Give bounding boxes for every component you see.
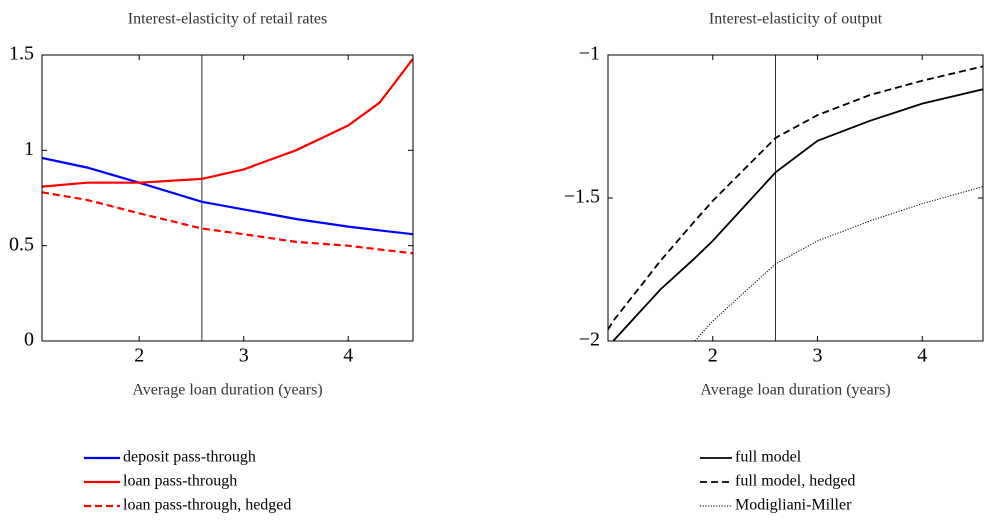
x-axis-label: Average loan duration (years) <box>700 382 890 399</box>
y-tick-label: 1 <box>24 138 34 160</box>
series-line <box>42 191 413 255</box>
y-tick-label: 0.5 <box>9 233 34 255</box>
series-line <box>42 58 413 188</box>
x-tick-label: 4 <box>343 345 353 367</box>
legend-label: Modigliani-Miller <box>735 497 852 514</box>
series-line <box>42 156 413 236</box>
x-tick-label: 4 <box>917 345 927 367</box>
y-tick-label: −1.5 <box>564 186 600 208</box>
x-tick-label: 3 <box>812 345 822 367</box>
series-line <box>612 88 983 341</box>
legend-label: loan pass-through <box>123 473 237 490</box>
y-tick-label: −2 <box>579 329 600 351</box>
x-tick-label: 2 <box>134 345 144 367</box>
legend-label: loan pass-through, hedged <box>123 497 291 514</box>
y-tick-label: 1.5 <box>9 43 34 65</box>
plot-frame <box>607 54 984 342</box>
series-line <box>694 186 983 341</box>
x-tick-label: 3 <box>239 345 249 367</box>
y-tick-label: 0 <box>24 329 34 351</box>
x-tick-label: 2 <box>708 345 718 367</box>
chart: Interest-elasticity of output Average loa… <box>564 11 984 514</box>
legend-label: deposit pass-through <box>123 449 256 466</box>
chart-title: Interest-elasticity of output <box>709 11 883 28</box>
x-axis-label: Average loan duration (years) <box>132 382 322 399</box>
series-line <box>608 65 983 331</box>
chart-title: Interest-elasticity of retail rates <box>128 11 327 28</box>
chart: Interest-elasticity of retail rates Avera… <box>9 11 414 514</box>
legend-label: full model <box>735 449 802 466</box>
plot-frame <box>41 54 414 342</box>
legend-label: full model, hedged <box>735 473 855 490</box>
y-tick-label: −1 <box>579 43 600 65</box>
